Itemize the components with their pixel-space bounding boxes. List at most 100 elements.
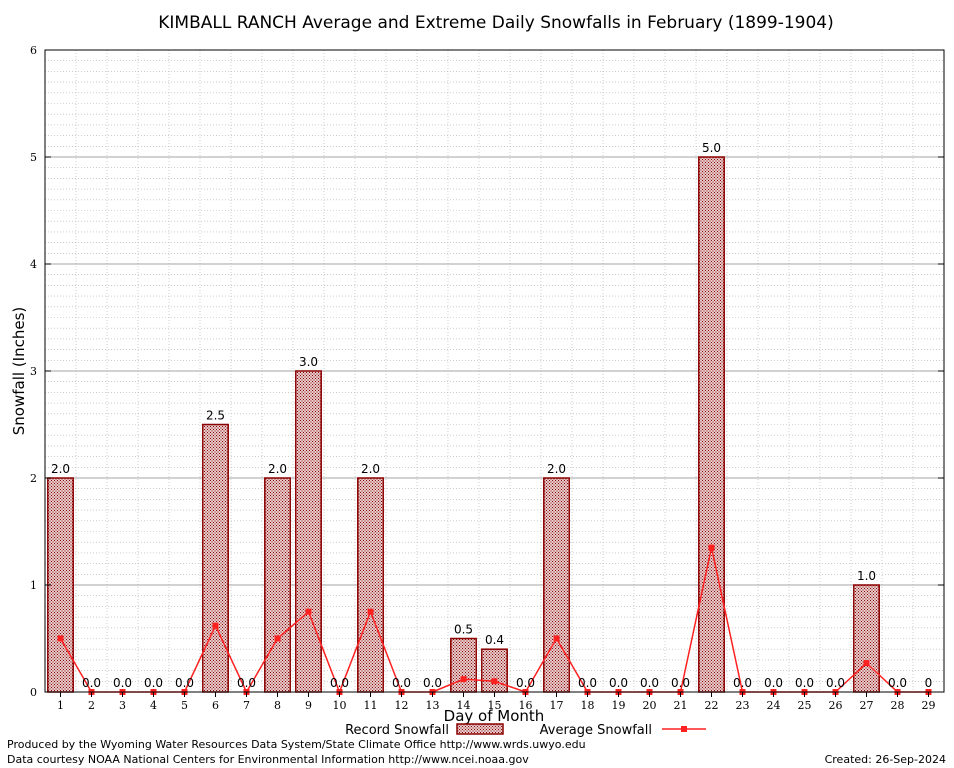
y-axis-label: Snowfall (Inches) bbox=[10, 307, 28, 435]
average-point bbox=[460, 676, 467, 683]
bar-value-label: 0.0 bbox=[175, 676, 194, 690]
bar-value-label: 0.0 bbox=[609, 676, 628, 690]
bar-value-label: 0.0 bbox=[764, 676, 783, 690]
bar-value-label: 0.0 bbox=[826, 676, 845, 690]
bar-value-label: 1.0 bbox=[857, 569, 876, 583]
footer-produced-by: Produced by the Wyoming Water Resources … bbox=[7, 738, 586, 751]
x-tick-label: 16 bbox=[519, 699, 533, 712]
legend-average-marker bbox=[681, 726, 687, 732]
average-point bbox=[553, 635, 560, 642]
bar-value-label: 0.0 bbox=[733, 676, 752, 690]
bar-value-label: 0.0 bbox=[237, 676, 256, 690]
bar-value-label: 0.5 bbox=[454, 623, 473, 637]
average-point bbox=[212, 622, 219, 629]
average-point bbox=[708, 544, 715, 551]
x-tick-label: 17 bbox=[550, 699, 564, 712]
data-labels: 2.0 0.0 0.0 0.0 0.0 2.5 0.0 2.0 3.0 0.0 2.0 0.0 0.0 0… bbox=[51, 141, 932, 690]
average-point bbox=[367, 608, 374, 615]
y-tick-label: 1 bbox=[30, 579, 37, 592]
chart-title: KIMBALL RANCH Average and Extreme Daily … bbox=[158, 13, 834, 33]
record-bar bbox=[264, 477, 291, 693]
y-tick-label: 2 bbox=[30, 472, 37, 485]
x-tick-label: 15 bbox=[488, 699, 502, 712]
x-tick-label: 5 bbox=[181, 699, 188, 712]
x-tick-label: 19 bbox=[612, 699, 626, 712]
x-tick-label: 26 bbox=[829, 699, 843, 712]
average-point bbox=[863, 660, 870, 667]
bars bbox=[47, 156, 880, 693]
bar-value-label: 0.0 bbox=[888, 676, 907, 690]
x-tick-label: 23 bbox=[736, 699, 750, 712]
legend-average-label: Average Snowfall bbox=[540, 723, 652, 738]
bar-value-label: 0.0 bbox=[578, 676, 597, 690]
footer-created: Created: 26-Sep-2024 bbox=[825, 753, 946, 766]
x-tick-label: 24 bbox=[767, 699, 781, 712]
record-bar bbox=[543, 477, 570, 693]
record-bar bbox=[47, 477, 74, 693]
legend-record-label: Record Snowfall bbox=[345, 723, 449, 738]
record-bar bbox=[295, 370, 322, 693]
bar-value-label: 5.0 bbox=[702, 141, 721, 155]
record-bar bbox=[202, 423, 229, 693]
record-bar bbox=[698, 156, 725, 693]
record-bar bbox=[481, 648, 508, 693]
bar-value-label: 2.0 bbox=[268, 462, 287, 476]
bar-value-label: 0 bbox=[925, 676, 933, 690]
record-bar bbox=[450, 637, 477, 693]
x-tick-label: 13 bbox=[426, 699, 440, 712]
bar-value-label: 2.0 bbox=[361, 462, 380, 476]
bar-value-label: 0.0 bbox=[144, 676, 163, 690]
record-bar bbox=[357, 477, 384, 693]
bar-value-label: 0.0 bbox=[516, 676, 535, 690]
average-point bbox=[274, 635, 281, 642]
y-tick-label: 5 bbox=[30, 151, 37, 164]
x-tick-label: 25 bbox=[798, 699, 812, 712]
footer-courtesy: Data courtesy NOAA National Centers for … bbox=[7, 753, 529, 766]
x-tick-label: 9 bbox=[305, 699, 312, 712]
x-tick-label: 7 bbox=[243, 699, 250, 712]
x-tick-label: 27 bbox=[860, 699, 874, 712]
bar-value-label: 0.0 bbox=[82, 676, 101, 690]
x-axis-label: Day of Month bbox=[444, 707, 545, 725]
y-tick-label: 6 bbox=[30, 44, 37, 57]
y-tick-label: 4 bbox=[30, 258, 37, 271]
bar-value-label: 0.0 bbox=[795, 676, 814, 690]
x-tick-label: 4 bbox=[150, 699, 157, 712]
y-tick-label: 3 bbox=[30, 365, 37, 378]
x-tick-label: 11 bbox=[364, 699, 378, 712]
average-point bbox=[491, 678, 498, 685]
legend-record-swatch bbox=[456, 723, 504, 735]
y-axis-ticks: 0 1 2 3 4 5 6 bbox=[30, 44, 944, 699]
x-tick-label: 14 bbox=[457, 699, 471, 712]
x-tick-label: 2 bbox=[88, 699, 95, 712]
x-tick-label: 10 bbox=[333, 699, 347, 712]
x-tick-label: 21 bbox=[674, 699, 688, 712]
bar-value-label: 0.0 bbox=[392, 676, 411, 690]
x-tick-label: 1 bbox=[57, 699, 64, 712]
x-tick-label: 8 bbox=[274, 699, 281, 712]
bar-value-label: 0.0 bbox=[330, 676, 349, 690]
x-tick-label: 3 bbox=[119, 699, 126, 712]
record-bar bbox=[853, 584, 880, 693]
x-axis-ticks: 1 2 3 4 5 6 7 8 9 10 11 12 13 14 15 16 17 18 19 20 21 22 23 24 2… bbox=[57, 692, 936, 712]
x-tick-label: 18 bbox=[581, 699, 595, 712]
bar-value-label: 2.0 bbox=[547, 462, 566, 476]
y-tick-label: 0 bbox=[30, 686, 37, 699]
x-tick-label: 28 bbox=[891, 699, 905, 712]
bar-value-label: 0.4 bbox=[485, 633, 504, 647]
x-tick-label: 29 bbox=[922, 699, 936, 712]
grid bbox=[45, 50, 944, 692]
x-tick-label: 22 bbox=[705, 699, 719, 712]
average-point bbox=[57, 635, 64, 642]
x-tick-label: 12 bbox=[395, 699, 409, 712]
x-tick-label: 20 bbox=[643, 699, 657, 712]
bar-value-label: 2.5 bbox=[206, 409, 225, 423]
bar-value-label: 3.0 bbox=[299, 355, 318, 369]
bar-value-label: 0.0 bbox=[640, 676, 659, 690]
bar-value-label: 0.0 bbox=[671, 676, 690, 690]
bar-value-label: 0.0 bbox=[423, 676, 442, 690]
bar-value-label: 2.0 bbox=[51, 462, 70, 476]
bar-value-label: 0.0 bbox=[113, 676, 132, 690]
x-tick-label: 6 bbox=[212, 699, 219, 712]
